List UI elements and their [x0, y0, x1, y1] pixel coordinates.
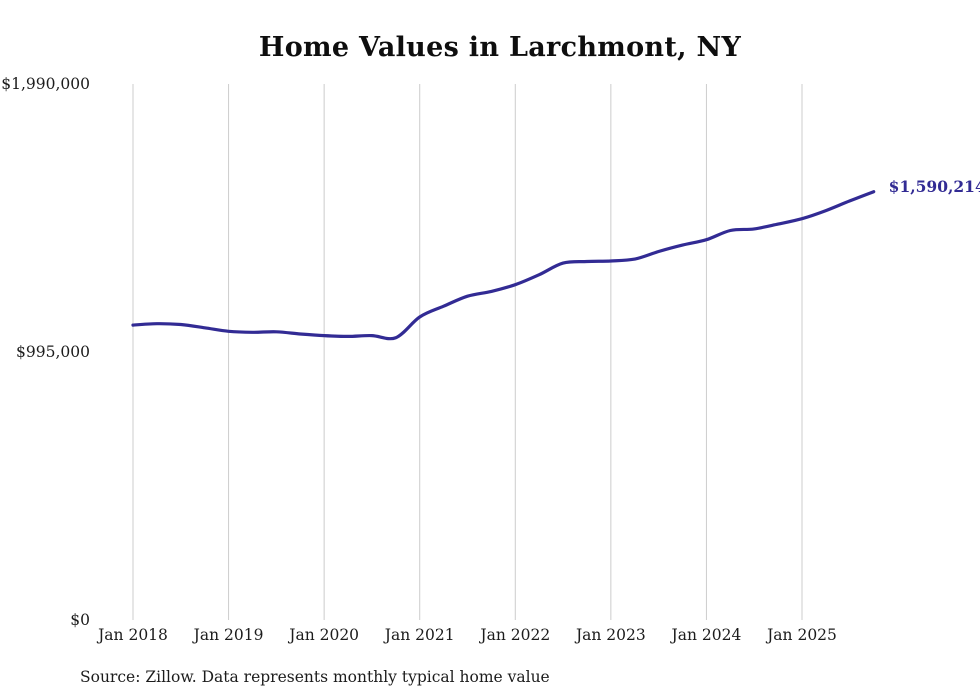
y-tick-label: $0 — [70, 611, 90, 629]
x-tick-label: Jan 2023 — [575, 626, 646, 644]
home-value-line — [131, 190, 876, 341]
x-tick-label: Jan 2025 — [767, 626, 837, 644]
x-tick-label: Jan 2021 — [384, 626, 455, 644]
x-tick-label: Jan 2019 — [193, 626, 264, 644]
chart-title: Home Values in Larchmont, NY — [258, 32, 742, 63]
y-tick-label: $1,990,000 — [1, 75, 90, 93]
y-axis: $1,990,000 $995,000 $0 — [0, 0, 90, 699]
x-tick-label: Jan 2018 — [98, 626, 168, 644]
source-note: Source: Zillow. Data represents monthly … — [80, 668, 550, 686]
x-tick-label: Jan 2022 — [480, 626, 551, 644]
x-tick-label: Jan 2020 — [289, 626, 360, 644]
x-tick-label: Jan 2024 — [671, 626, 742, 644]
y-tick-label: $995,000 — [16, 343, 90, 361]
latest-value-label: $1,590,214 — [888, 176, 980, 196]
